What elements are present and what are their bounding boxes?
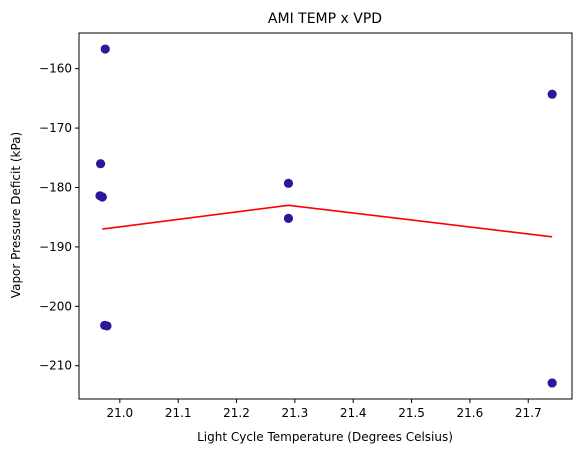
scatter-point	[95, 159, 106, 169]
x-axis-label: Light Cycle Temperature (Degrees Celsius…	[197, 430, 453, 444]
scatter-point	[100, 44, 110, 54]
x-tick-label: 21.1	[165, 406, 192, 420]
plot-frame	[78, 32, 573, 400]
x-tick-label: 21.2	[223, 406, 250, 420]
x-tick-label: 21.5	[398, 406, 425, 420]
y-tick-label: −160	[39, 62, 72, 76]
x-tick-label: 21.3	[282, 406, 309, 420]
scatter-point	[283, 213, 294, 223]
plot-area	[95, 44, 557, 388]
x-tick-label: 21.7	[515, 406, 542, 420]
chart-title: AMI TEMP x VPD	[268, 11, 382, 27]
y-axis-label: Vapor Pressure Deficit (kPa)	[9, 132, 23, 298]
scatter-point	[547, 378, 557, 388]
y-tick-label: −200	[39, 299, 72, 313]
y-tick-label: −210	[39, 359, 72, 373]
y-tick-label: −190	[39, 240, 72, 254]
y-tick-label: −170	[39, 121, 72, 135]
x-tick-label: 21.4	[340, 406, 367, 420]
axes: 21.0 21.1 21.2 21.3 21.4 21.5 21.6 21.7 −160 −170…	[39, 32, 573, 420]
scatter-point	[102, 321, 112, 331]
scatter-point	[97, 192, 107, 202]
scatter-point	[547, 89, 557, 99]
y-tick-label: −180	[39, 180, 72, 194]
scatter-point	[283, 178, 294, 188]
x-tick-label: 21.0	[106, 406, 133, 420]
regression-line	[102, 204, 553, 238]
x-tick-label: 21.6	[457, 406, 484, 420]
